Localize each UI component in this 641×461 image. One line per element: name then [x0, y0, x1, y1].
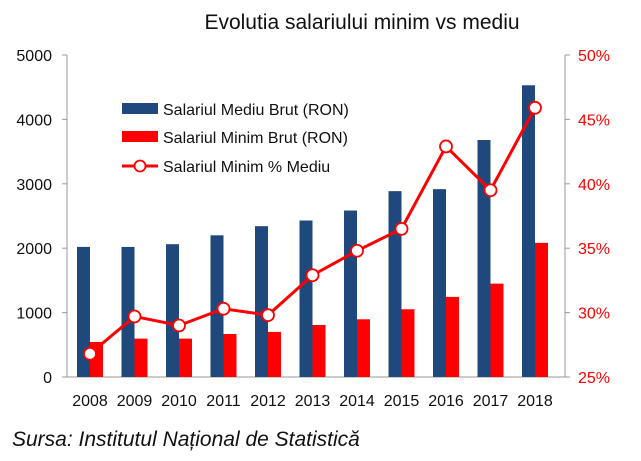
- right-tick-label: 35%: [578, 241, 610, 258]
- right-tick-label: 30%: [578, 306, 610, 323]
- bar-salariul-mediu: [166, 244, 179, 377]
- x-tick-label: 2015: [384, 393, 420, 410]
- line-point: [483, 183, 498, 198]
- line-point: [350, 243, 364, 258]
- x-tick-label: 2013: [295, 393, 331, 410]
- bar-salariul-mediu: [433, 189, 446, 377]
- left-tick-label: 2000: [16, 241, 52, 258]
- bar-salariul-mediu: [121, 246, 135, 377]
- bar-salariul-minim: [134, 338, 148, 377]
- bar-salariul-minim: [223, 333, 237, 377]
- bar-salariul-minim: [357, 319, 370, 377]
- right-tick-label: 40%: [578, 177, 610, 194]
- bar-salariul-minim: [179, 338, 192, 377]
- bar-salariul-mediu: [344, 210, 357, 377]
- bar-salariul-minim: [446, 296, 459, 377]
- legend-label: Salariul Minim % Mediu: [163, 159, 330, 176]
- bar-salariul-minim: [312, 324, 326, 377]
- line-point: [439, 139, 453, 154]
- x-tick-label: 2012: [250, 393, 286, 410]
- bar-salariul-minim: [401, 309, 415, 377]
- line-point: [305, 268, 320, 283]
- legend-label: Salariul Mediu Brut (RON): [163, 102, 349, 119]
- left-tick-label: 5000: [16, 48, 52, 65]
- line-point: [172, 318, 186, 333]
- bar-salariul-mediu: [522, 85, 535, 377]
- bar-salariul-mediu: [77, 246, 90, 377]
- line-point: [528, 100, 542, 115]
- x-tick-label: 2018: [517, 393, 553, 410]
- line-point: [127, 309, 142, 324]
- left-tick-label: 4000: [16, 112, 52, 129]
- legend-marker: [133, 159, 147, 173]
- x-tick-label: 2017: [473, 393, 509, 410]
- bar-salariul-minim: [535, 242, 548, 377]
- bar-salariul-minim: [490, 283, 504, 377]
- x-tick-label: 2014: [339, 393, 375, 410]
- x-tick-label: 2008: [72, 393, 108, 410]
- bar-salariul-mediu: [255, 226, 268, 377]
- line-point: [216, 301, 231, 316]
- bar-salariul-minim: [268, 331, 281, 377]
- legend-label: Salariul Minim Brut (RON): [163, 130, 348, 147]
- legend-swatch-minim: [122, 131, 158, 142]
- line-point: [261, 308, 275, 323]
- x-tick-label: 2016: [428, 393, 464, 410]
- right-tick-label: 45%: [578, 112, 610, 129]
- left-tick-label: 0: [43, 370, 52, 387]
- left-tick-label: 1000: [16, 306, 52, 323]
- line-point: [394, 221, 409, 236]
- bar-salariul-mediu: [299, 220, 313, 377]
- bar-salariul-mediu: [388, 191, 402, 377]
- source-note: Sursa: Institutul Național de Statistică: [12, 428, 360, 451]
- chart-title: Evolutia salariului minim vs mediu: [204, 11, 519, 34]
- legend-swatch-mediu: [122, 103, 158, 114]
- left-tick-label: 3000: [16, 177, 52, 194]
- bar-salariul-mediu: [477, 140, 491, 377]
- line-point: [83, 346, 97, 361]
- x-tick-label: 2009: [117, 393, 153, 410]
- right-tick-label: 50%: [578, 48, 610, 65]
- right-tick-label: 25%: [578, 370, 610, 387]
- x-tick-label: 2011: [206, 393, 241, 410]
- bar-salariul-mediu: [210, 235, 224, 377]
- x-tick-label: 2010: [161, 393, 197, 410]
